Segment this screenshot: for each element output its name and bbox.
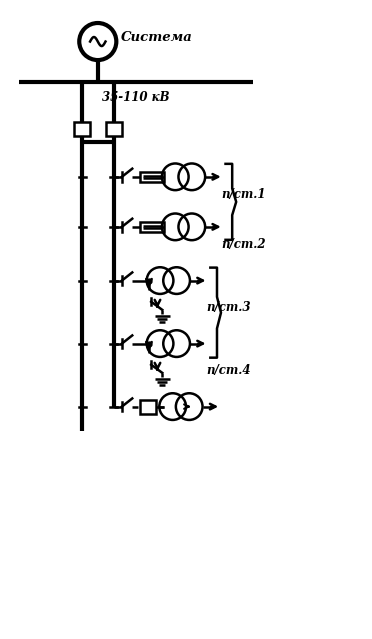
Text: 35-110 кВ: 35-110 кВ: [102, 91, 170, 104]
Bar: [106, 121, 122, 135]
Text: п/ст.3: п/ст.3: [206, 301, 251, 314]
Bar: [140, 222, 164, 232]
Text: Система: Система: [121, 31, 193, 43]
Bar: [140, 399, 156, 413]
Text: п/ст.1: п/ст.1: [222, 188, 266, 201]
Text: п/ст.2: п/ст.2: [222, 238, 266, 251]
Text: п/ст.4: п/ст.4: [206, 364, 251, 377]
Bar: [74, 121, 90, 135]
Bar: [140, 172, 164, 181]
